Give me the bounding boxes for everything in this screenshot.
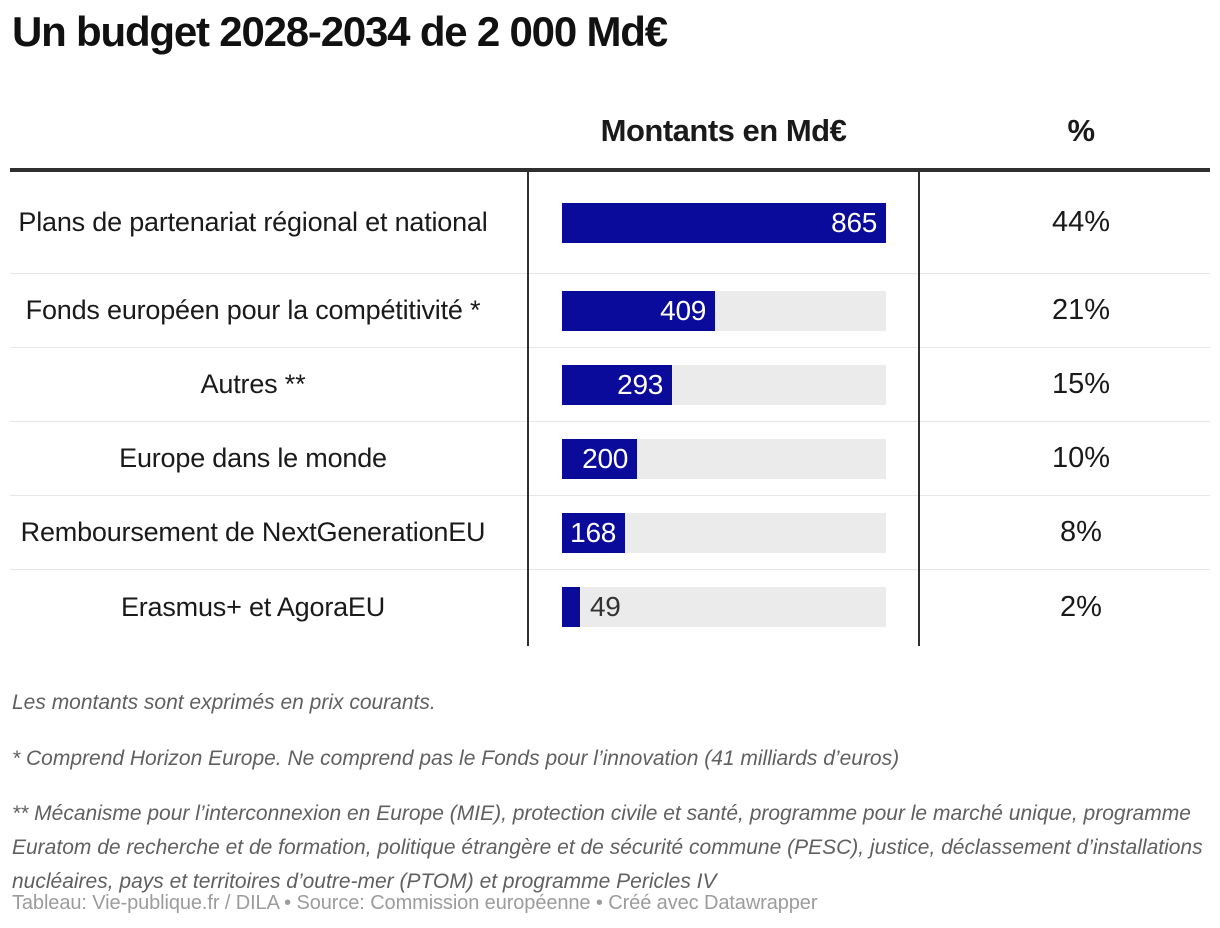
bar-track: 49	[562, 587, 886, 627]
table-row: Erasmus+ et AgoraEU 49 2%	[10, 570, 1210, 644]
row-pct: 2%	[1060, 590, 1102, 623]
source-credit: Tableau: Vie-publique.fr / DILA • Source…	[12, 892, 818, 914]
row-label: Europe dans le monde	[119, 443, 387, 474]
bar-value: 865	[831, 206, 877, 238]
bar-track: 200	[562, 438, 886, 479]
row-label: Erasmus+ et AgoraEU	[120, 591, 386, 622]
bar-fill: 293	[562, 364, 672, 405]
bar-fill: 200	[562, 438, 637, 479]
table-body: Plans de partenariat régional et nationa…	[10, 172, 1210, 644]
bar-value-outside: 49	[590, 591, 621, 622]
row-label: Remboursement de NextGenerationEU	[20, 517, 486, 548]
bar-value: 293	[617, 368, 663, 400]
row-pct: 44%	[1051, 206, 1111, 238]
row-label: Autres **	[200, 369, 306, 400]
row-bar-cell: 865	[528, 172, 919, 273]
table-row: Autres ** 293 15%	[10, 348, 1210, 422]
bar-track: 409	[562, 290, 886, 331]
table-row: Fonds européen pour la compétitivité * 4…	[10, 274, 1210, 348]
row-label: Plans de partenariat régional et nationa…	[18, 207, 488, 238]
row-bar-cell: 49	[528, 570, 919, 644]
column-divider-left	[527, 168, 529, 646]
bar-track: 865	[562, 202, 886, 243]
bar-value: 200	[582, 442, 628, 474]
bar-value: 168	[570, 516, 616, 548]
row-pct: 15%	[1051, 368, 1111, 400]
table-row: Plans de partenariat régional et nationa…	[10, 172, 1210, 274]
footnote-single-star: * Comprend Horizon Europe. Ne comprend p…	[12, 747, 900, 770]
row-pct: 21%	[1051, 294, 1111, 326]
column-header-percent: %	[1067, 113, 1095, 148]
bar-fill: 168	[562, 512, 625, 553]
column-header-montants: Montants en Md€	[600, 113, 847, 148]
bar-value: 409	[660, 294, 706, 326]
column-divider-right	[918, 168, 920, 646]
footnote-double-star: ** Mécanisme pour l’interconnexion en Eu…	[12, 802, 1203, 893]
bar-fill: 409	[562, 290, 715, 331]
bar-fill	[562, 587, 580, 627]
note-prix-courants: Les montants sont exprimés en prix coura…	[12, 691, 436, 714]
row-bar-cell: 409	[528, 274, 919, 347]
row-bar-cell: 168	[528, 496, 919, 569]
page-title: Un budget 2028-2034 de 2 000 Md€	[12, 8, 668, 55]
row-pct: 8%	[1060, 516, 1102, 548]
bar-fill: 865	[562, 202, 886, 243]
table-row: Europe dans le monde 200 10%	[10, 422, 1210, 496]
row-bar-cell: 293	[528, 348, 919, 421]
budget-table: Plans de partenariat régional et nationa…	[10, 168, 1210, 644]
table-row: Remboursement de NextGenerationEU 168 8%	[10, 496, 1210, 570]
row-label: Fonds européen pour la compétitivité *	[25, 295, 481, 326]
row-pct: 10%	[1051, 442, 1111, 474]
row-bar-cell: 200	[528, 422, 919, 495]
bar-track: 168	[562, 512, 886, 553]
bar-track: 293	[562, 364, 886, 405]
